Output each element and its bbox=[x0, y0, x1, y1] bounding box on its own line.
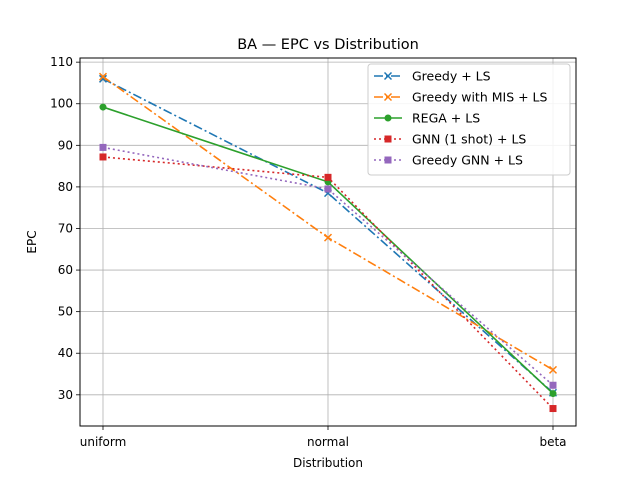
legend-marker bbox=[383, 71, 393, 81]
legend-label: Greedy with MIS + LS bbox=[412, 90, 548, 105]
chart-title: BA — EPC vs Distribution bbox=[237, 37, 419, 53]
series-layer bbox=[98, 72, 558, 413]
data-point bbox=[99, 143, 107, 151]
y-tick-label: 50 bbox=[58, 305, 73, 319]
legend-label: REGA + LS bbox=[412, 111, 480, 126]
marker-stroke bbox=[98, 72, 108, 81]
legend-entry: Greedy + LS bbox=[374, 69, 491, 84]
series-line bbox=[102, 146, 554, 386]
legend-box bbox=[367, 63, 571, 176]
data-point bbox=[324, 185, 332, 193]
y-tick-label: 100 bbox=[50, 97, 73, 111]
legend-entry: GNN (1 shot) + LS bbox=[374, 132, 526, 147]
data-point bbox=[549, 405, 557, 413]
series-3 bbox=[99, 153, 557, 413]
data-point bbox=[548, 365, 558, 374]
data-point bbox=[98, 74, 108, 83]
legend-entry: Greedy with MIS + LS bbox=[374, 90, 548, 105]
series-4 bbox=[99, 143, 557, 389]
legend-marker bbox=[384, 156, 392, 164]
x-tick-label: uniform bbox=[80, 435, 127, 449]
legend: Greedy + LS Greedy with MIS + LS REGA + LS… bbox=[367, 63, 571, 176]
legend-marker bbox=[383, 92, 393, 102]
ticks: 30 40 50 60 70 80 90 100 110 uniform normal beta bbox=[50, 55, 566, 449]
x-tick-label: beta bbox=[539, 435, 566, 449]
legend-marker bbox=[384, 135, 392, 143]
legend-label: Greedy GNN + LS bbox=[412, 153, 523, 168]
legend-label: GNN (1 shot) + LS bbox=[412, 132, 526, 147]
marker-stroke bbox=[98, 74, 108, 83]
x-axis-label: Distribution bbox=[293, 456, 363, 470]
y-tick-label: 80 bbox=[58, 180, 73, 194]
marker-stroke bbox=[323, 233, 333, 242]
y-axis-label: EPC bbox=[25, 230, 39, 253]
series-2 bbox=[99, 103, 557, 398]
data-point bbox=[549, 390, 557, 398]
legend-entry: Greedy GNN + LS bbox=[374, 153, 523, 168]
y-tick-label: 60 bbox=[58, 263, 73, 277]
legend-marker bbox=[384, 114, 392, 122]
y-tick-label: 110 bbox=[50, 55, 73, 69]
data-point bbox=[323, 233, 333, 242]
marker-stroke bbox=[383, 71, 393, 81]
y-tick-label: 30 bbox=[58, 388, 73, 402]
legend-entry: REGA + LS bbox=[374, 111, 480, 126]
data-point bbox=[98, 72, 108, 81]
data-point bbox=[549, 381, 557, 389]
data-point bbox=[99, 103, 107, 111]
series-1 bbox=[98, 72, 558, 374]
data-point bbox=[99, 153, 107, 161]
y-tick-label: 70 bbox=[58, 221, 73, 235]
legend-label: Greedy + LS bbox=[412, 69, 491, 84]
y-tick-label: 40 bbox=[58, 346, 73, 360]
marker-stroke bbox=[548, 365, 558, 374]
data-point bbox=[324, 173, 332, 181]
x-tick-label: normal bbox=[307, 435, 349, 449]
y-tick-label: 90 bbox=[58, 138, 73, 152]
marker-stroke bbox=[383, 92, 393, 102]
